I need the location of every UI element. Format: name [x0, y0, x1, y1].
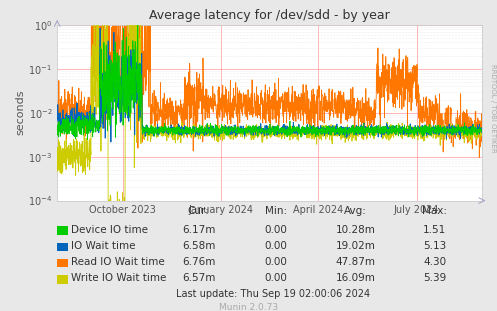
Text: Munin 2.0.73: Munin 2.0.73 [219, 303, 278, 311]
Text: 5.13: 5.13 [423, 241, 446, 251]
Text: Min:: Min: [265, 207, 287, 216]
Text: 6.58m: 6.58m [182, 241, 216, 251]
Title: Average latency for /dev/sdd - by year: Average latency for /dev/sdd - by year [149, 9, 390, 22]
Text: 6.76m: 6.76m [182, 257, 216, 267]
Text: Write IO Wait time: Write IO Wait time [71, 273, 166, 283]
Text: Max:: Max: [422, 207, 447, 216]
Text: 1.51: 1.51 [423, 225, 446, 234]
Text: 0.00: 0.00 [264, 241, 287, 251]
Text: 5.39: 5.39 [423, 273, 446, 283]
Text: 19.02m: 19.02m [335, 241, 375, 251]
Text: 6.17m: 6.17m [182, 225, 216, 234]
Text: 4.30: 4.30 [423, 257, 446, 267]
Text: 0.00: 0.00 [264, 257, 287, 267]
Text: Last update: Thu Sep 19 02:00:06 2024: Last update: Thu Sep 19 02:00:06 2024 [176, 289, 370, 299]
Text: Device IO time: Device IO time [71, 225, 148, 234]
Text: IO Wait time: IO Wait time [71, 241, 136, 251]
Text: 47.87m: 47.87m [335, 257, 375, 267]
Text: Read IO Wait time: Read IO Wait time [71, 257, 165, 267]
Text: Avg:: Avg: [344, 207, 367, 216]
Text: RRDTOOL / TOBI OETIKER: RRDTOOL / TOBI OETIKER [490, 64, 496, 153]
Text: 10.28m: 10.28m [335, 225, 375, 234]
Text: 0.00: 0.00 [264, 273, 287, 283]
Text: 6.57m: 6.57m [182, 273, 216, 283]
Text: 16.09m: 16.09m [335, 273, 375, 283]
Text: Cur:: Cur: [188, 207, 210, 216]
Y-axis label: seconds: seconds [15, 90, 25, 136]
Text: 0.00: 0.00 [264, 225, 287, 234]
